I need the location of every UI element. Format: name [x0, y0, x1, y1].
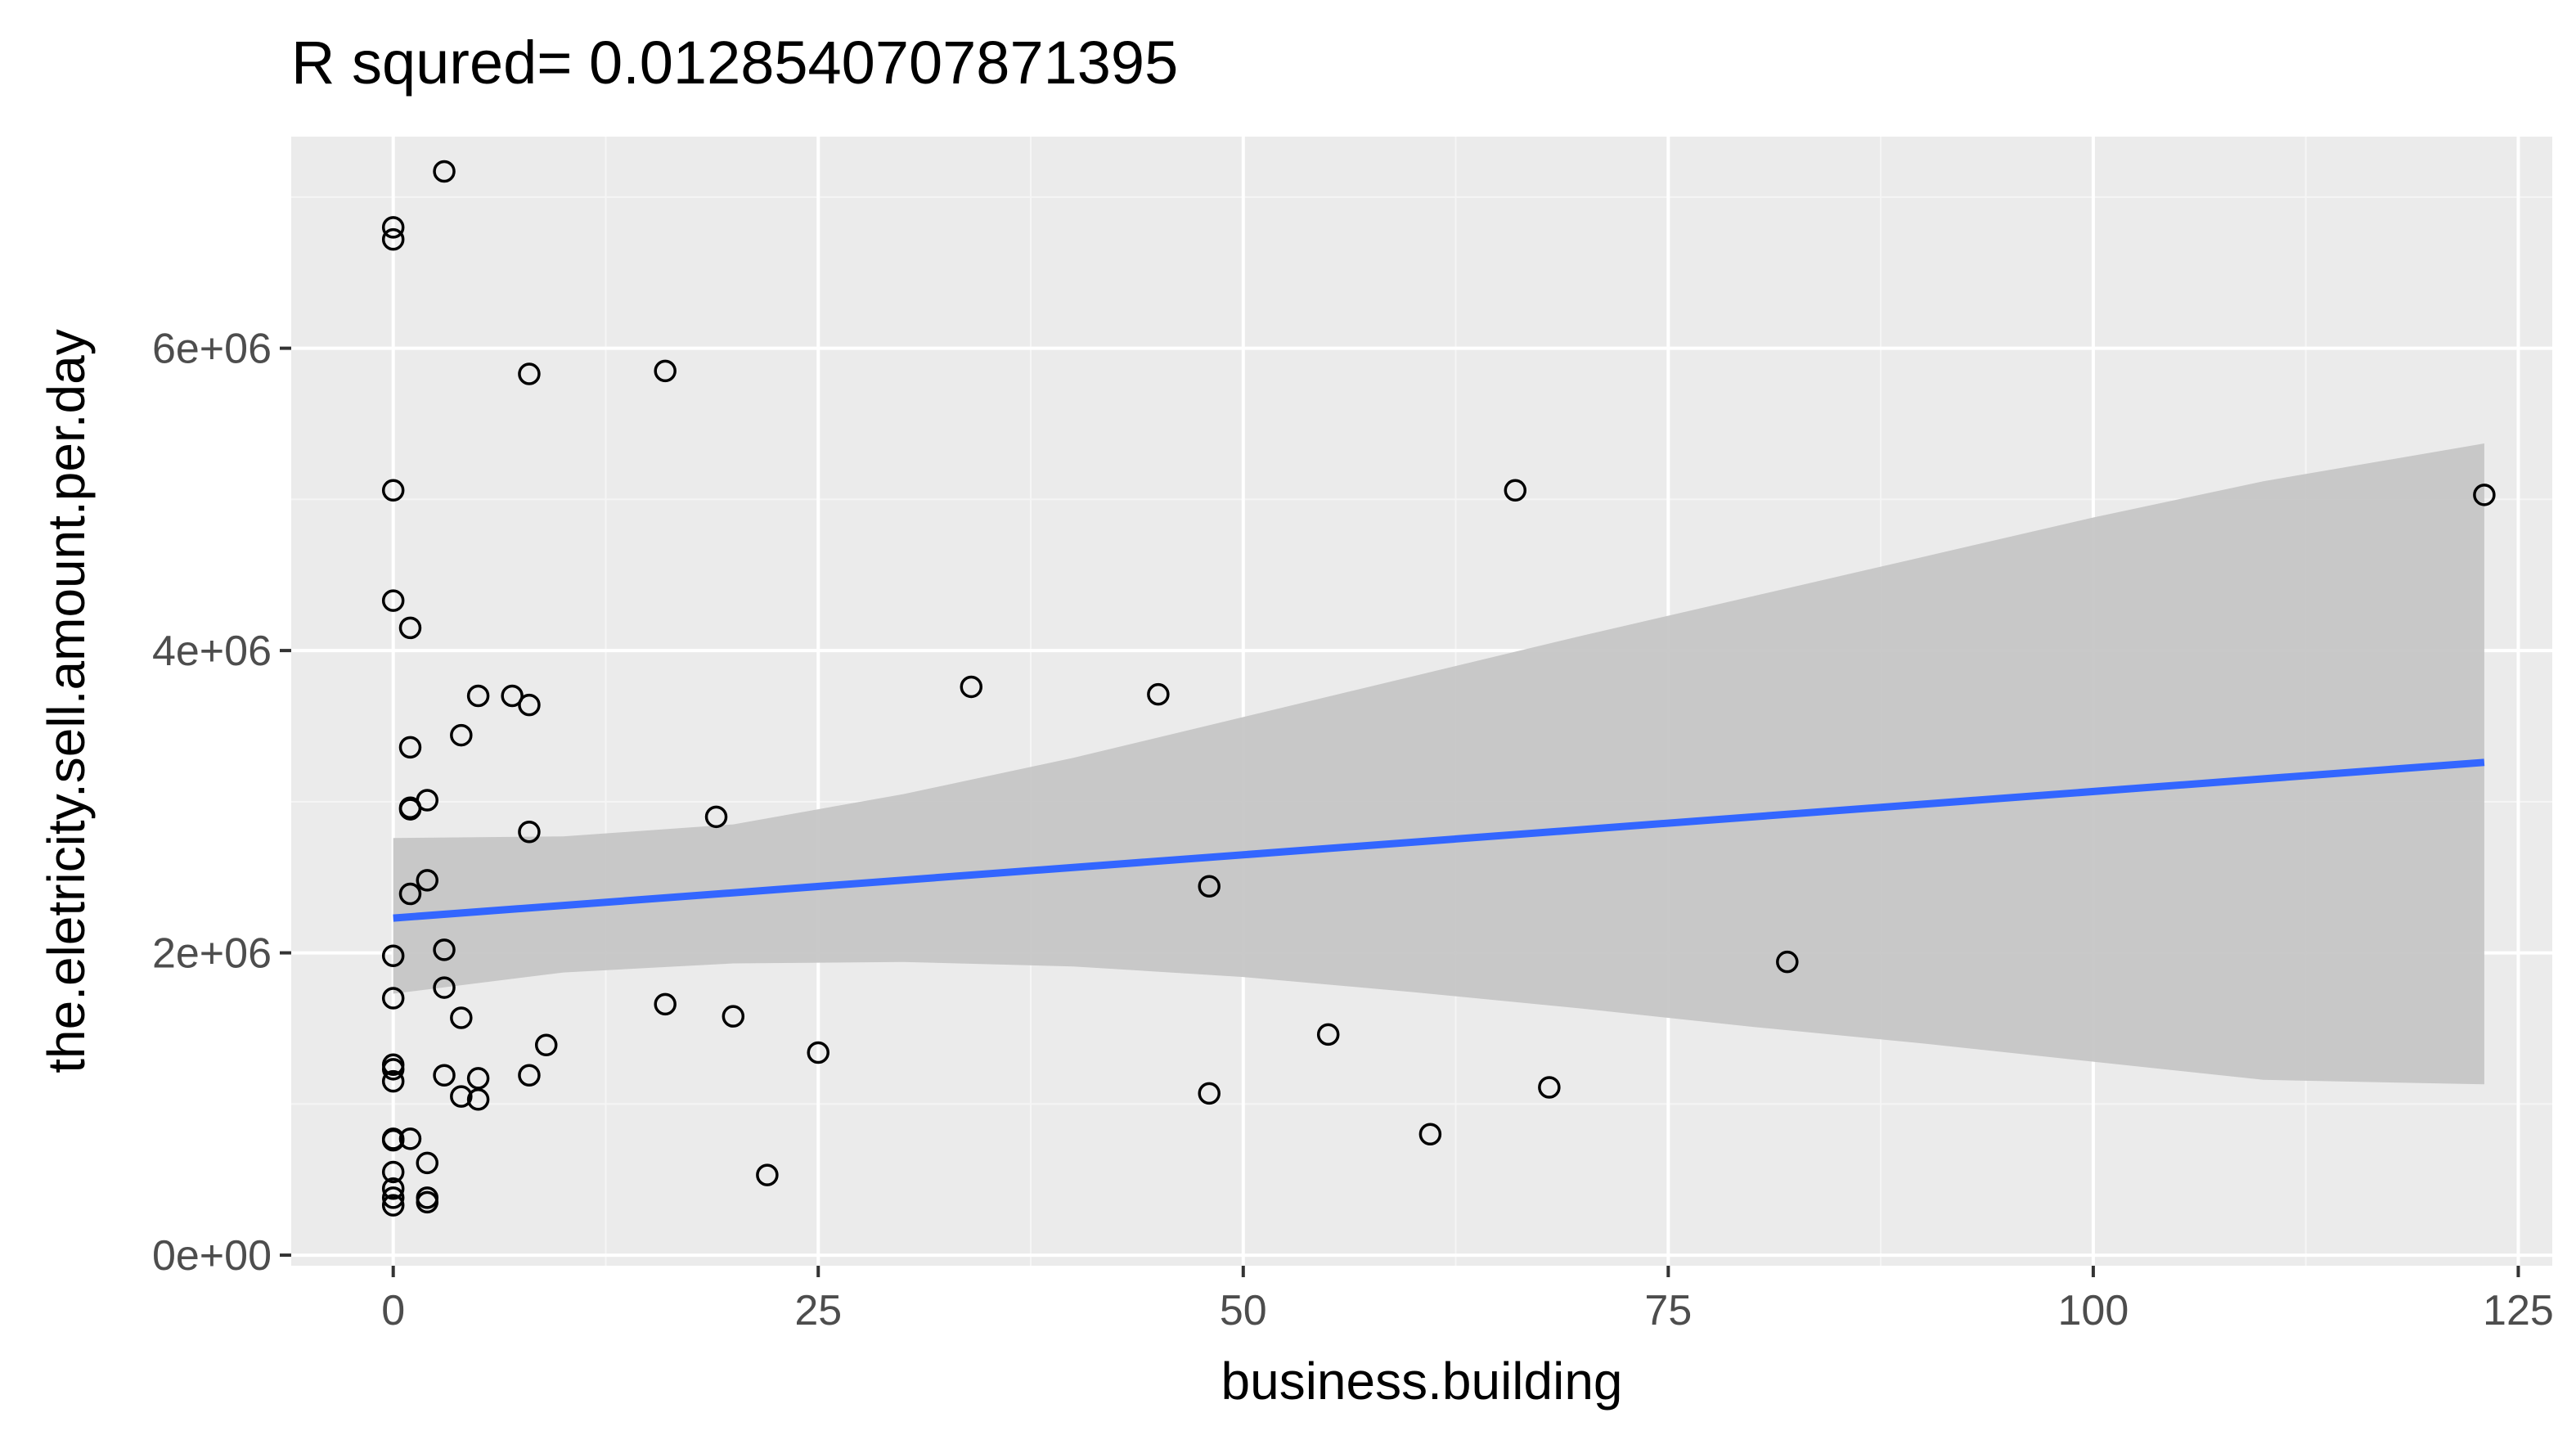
data-point	[960, 675, 983, 699]
data-point	[1776, 950, 1799, 974]
data-point	[2473, 484, 2496, 506]
data-point	[466, 684, 490, 708]
data-point	[381, 227, 405, 251]
data-point	[416, 1151, 439, 1175]
confidence-band	[393, 443, 2484, 1085]
data-point	[450, 1085, 473, 1108]
data-point	[518, 821, 541, 844]
data-point	[654, 992, 677, 1016]
data-point	[518, 1064, 541, 1087]
data-point	[381, 1194, 405, 1217]
y-tick-label: 2e+06	[152, 930, 272, 978]
data-point	[381, 987, 405, 1010]
data-point	[534, 1033, 558, 1057]
data-point	[416, 1190, 439, 1214]
x-tick-label: 50	[1220, 1287, 1267, 1334]
x-tick-label: 75	[1644, 1287, 1692, 1334]
data-point	[466, 1088, 490, 1111]
data-point	[433, 160, 456, 183]
data-point	[1198, 1082, 1221, 1105]
data-point	[1538, 1076, 1561, 1099]
x-tick-label: 0	[381, 1287, 405, 1334]
data-point	[381, 1160, 405, 1184]
x-tick-label: 25	[794, 1287, 842, 1334]
x-tick-label: 100	[2058, 1287, 2129, 1334]
data-point	[433, 1064, 456, 1087]
data-point	[450, 723, 473, 747]
data-point	[807, 1041, 829, 1064]
y-tick-label: 6e+06	[152, 326, 272, 373]
data-point	[381, 216, 405, 239]
chart-title: R squred= 0.0128540707871395	[291, 29, 1178, 97]
data-point	[381, 1069, 405, 1093]
data-point	[381, 1177, 405, 1200]
y-axis: 0e+00 2e+06 4e+06 6e+06	[152, 326, 291, 1280]
data-point	[1147, 682, 1170, 706]
data-point	[704, 805, 728, 829]
x-axis: 0 25 50 75 100 125	[381, 1266, 2554, 1334]
data-point	[398, 798, 422, 821]
data-point	[381, 1058, 405, 1081]
data-point	[433, 938, 456, 961]
data-point	[654, 359, 677, 383]
data-point	[1198, 875, 1221, 898]
x-axis-title: business.building	[1221, 1352, 1623, 1411]
data-point	[381, 944, 405, 968]
data-point	[381, 479, 405, 502]
data-point	[722, 1005, 745, 1028]
y-axis-title: the.eletricity.sell.amount.per.day	[37, 329, 96, 1073]
fit-line-layer	[393, 758, 2485, 922]
data-point	[381, 1186, 405, 1209]
major-gridlines	[291, 137, 2552, 1266]
data-point	[518, 362, 541, 385]
data-point	[398, 1127, 422, 1150]
data-point	[466, 1067, 490, 1090]
data-point	[518, 693, 541, 717]
data-point	[501, 684, 524, 708]
data-point	[398, 882, 422, 906]
data-point	[416, 869, 439, 892]
data-point	[381, 1128, 405, 1152]
data-point	[1504, 479, 1527, 502]
x-tick-label: 125	[2483, 1287, 2554, 1334]
data-point	[1418, 1123, 1442, 1146]
data-point	[450, 1006, 473, 1029]
regression-line	[393, 758, 2485, 922]
data-point	[398, 616, 422, 640]
confidence-band-layer	[393, 443, 2484, 1085]
y-tick-label: 4e+06	[152, 628, 272, 675]
points-layer	[381, 160, 2496, 1217]
data-point	[1316, 1023, 1340, 1046]
data-point	[381, 589, 405, 612]
y-tick-label: 0e+00	[152, 1232, 272, 1280]
data-point	[756, 1163, 779, 1186]
data-point	[398, 736, 422, 759]
data-point	[433, 976, 456, 999]
